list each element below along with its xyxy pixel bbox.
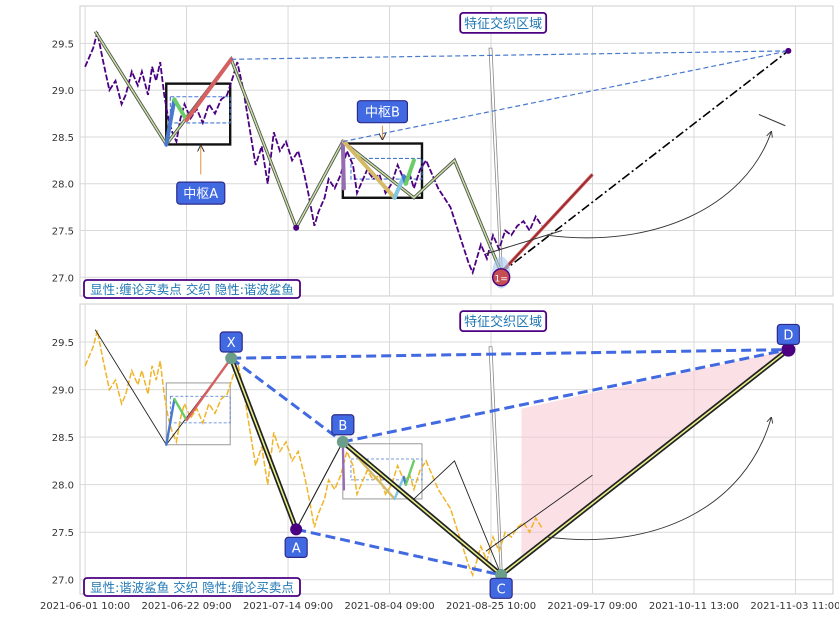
x-tick-label: 2021-10-11 13:00 bbox=[649, 601, 739, 612]
bottom-price-series bbox=[84, 330, 543, 578]
bottom-point-b-marker bbox=[336, 435, 349, 448]
top-buy-point bbox=[491, 268, 511, 287]
bottom-point-d-marker bbox=[781, 342, 796, 357]
x-axis: 2021-06-01 10:00 2021-06-22 09:00 2021-07-… bbox=[40, 601, 839, 612]
top-stroke-segment bbox=[172, 97, 189, 123]
top-y-tick-label: 29.0 bbox=[52, 86, 74, 97]
bottom-point-label-b: B bbox=[338, 419, 347, 434]
top-y-tick-label: 28.5 bbox=[52, 133, 74, 144]
bottom-stroke-segment bbox=[173, 397, 188, 422]
top-shark-dashed bbox=[231, 50, 789, 60]
bottom-point-label-c: C bbox=[497, 582, 506, 597]
bottom-harmonic-dashed bbox=[342, 348, 789, 444]
top-pivot-a-label: 中枢A bbox=[183, 187, 218, 202]
bottom-plot-area bbox=[79, 303, 834, 595]
bottom-curved-arrow bbox=[546, 418, 771, 541]
top-pivot-b-label: 中枢B bbox=[365, 106, 400, 121]
bottom-point-a-marker bbox=[290, 523, 303, 536]
bottom-harmonic-leg-inner bbox=[342, 441, 502, 576]
bottom-y-tick-label: 29.5 bbox=[52, 338, 74, 349]
bottom-point-label-x: X bbox=[227, 336, 236, 351]
bottom-harmonic-dashed bbox=[295, 527, 502, 577]
bottom-stroke-segment bbox=[165, 397, 176, 446]
x-tick-label: 2021-06-01 10:00 bbox=[40, 601, 130, 612]
top-shark-dashed bbox=[342, 50, 789, 143]
bottom-y-tick-label: 29.0 bbox=[52, 386, 74, 397]
bottom-stroke-segment bbox=[341, 440, 346, 491]
bottom-harmonic-leg-ab bbox=[295, 441, 344, 530]
x-tick-label: 2021-09-17 09:00 bbox=[547, 601, 637, 612]
bottom-point-label-a: A bbox=[292, 541, 301, 556]
top-pivot-a-label-box bbox=[176, 181, 226, 205]
top-legend-label-box bbox=[83, 279, 301, 299]
top-plot-area bbox=[79, 5, 834, 297]
bottom-pivot-inner-range bbox=[169, 395, 231, 424]
top-stroke-segment bbox=[392, 174, 406, 200]
top-stroke-segment bbox=[341, 139, 397, 200]
bottom-point-x-marker bbox=[225, 352, 238, 365]
top-projection-line bbox=[500, 50, 789, 274]
bottom-point-label-c-box bbox=[489, 577, 513, 599]
top-pivot-inner-range bbox=[350, 157, 423, 180]
x-tick-label: 2021-06-22 09:00 bbox=[141, 601, 231, 612]
bottom-point-label-a-box bbox=[284, 536, 308, 559]
top-point-marker bbox=[293, 224, 300, 231]
top-pivot-b-label-box bbox=[356, 100, 409, 124]
top-curved-arrow bbox=[546, 132, 771, 239]
x-tick-label: 2021-08-04 09:00 bbox=[344, 601, 434, 612]
top-point-marker bbox=[785, 47, 792, 54]
x-tick-label: 2021-08-25 10:00 bbox=[446, 601, 536, 612]
top-panel: 27.0 27.5 28.0 28.5 29.0 29.5 1= 中枢A 中枢B 特征交织区域显性… bbox=[52, 5, 834, 299]
bottom-zone-label-box bbox=[459, 310, 548, 333]
top-aux-line bbox=[485, 230, 563, 255]
top-stroke-segment bbox=[184, 57, 234, 123]
bottom-y-tick-label: 28.0 bbox=[52, 481, 74, 492]
top-y-tick-label: 27.0 bbox=[52, 273, 74, 284]
bottom-point-label-d-box bbox=[776, 323, 800, 346]
top-stroke-segment bbox=[340, 139, 346, 191]
top-zigzag-inner bbox=[94, 30, 502, 273]
bottom-aux-line bbox=[485, 474, 593, 552]
bottom-y-tick-label: 28.5 bbox=[52, 433, 74, 444]
bottom-stroke-segment bbox=[185, 357, 233, 422]
top-pivot-box bbox=[165, 82, 232, 146]
top-pivot-inner-range bbox=[169, 96, 231, 124]
top-stroke-segment bbox=[164, 97, 177, 147]
top-zone-label: 特征交织区域 bbox=[464, 16, 542, 32]
top-buy-label: 1= bbox=[495, 274, 508, 284]
x-tick-label: 2021-11-03 11:00 bbox=[750, 601, 839, 612]
bottom-legend-label-box bbox=[83, 577, 301, 597]
top-price-series bbox=[84, 31, 543, 276]
bottom-harmonic-leg-inner bbox=[230, 357, 297, 530]
bottom-harmonic-dashed bbox=[231, 348, 789, 360]
top-arrow-tip-bar bbox=[758, 114, 786, 127]
bottom-y-tick-label: 27.0 bbox=[52, 576, 74, 587]
bottom-panel: 27.0 27.5 28.0 28.5 29.0 29.5 X A B C D 特征交织区域显性:谐波… bbox=[52, 303, 834, 599]
top-legend-label: 显性:缠论买卖点 交织 隐性:谐波鲨鱼 bbox=[90, 282, 294, 297]
bottom-point-label-x-box bbox=[219, 331, 243, 353]
x-tick-label: 2021-07-14 09:00 bbox=[243, 601, 333, 612]
top-y-tick-label: 29.5 bbox=[52, 39, 74, 50]
bottom-y-tick-label: 27.5 bbox=[52, 528, 74, 539]
bottom-point-label-b-box bbox=[331, 414, 355, 436]
bottom-harmonic-dashed bbox=[230, 357, 344, 444]
top-stroke-segment bbox=[403, 158, 416, 186]
bottom-legend-label: 显性:谐波鲨鱼 交织 隐性:缠论买卖点 bbox=[90, 580, 294, 595]
top-red-trend-inner bbox=[500, 174, 593, 273]
top-zone-label-box bbox=[459, 11, 548, 34]
bottom-point-label-d: D bbox=[783, 328, 793, 343]
bottom-stroke-segment bbox=[404, 459, 416, 486]
top-y-tick-label: 27.5 bbox=[52, 227, 74, 238]
top-y-tick-label: 28.0 bbox=[52, 180, 74, 191]
bottom-zone-label: 特征交织区域 bbox=[464, 314, 542, 330]
